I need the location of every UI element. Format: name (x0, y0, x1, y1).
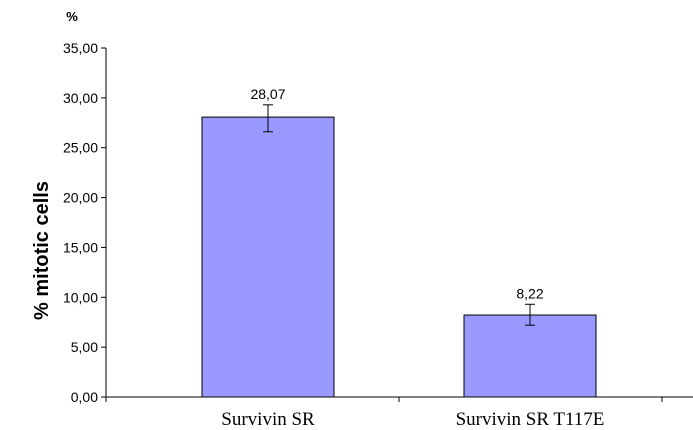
y-tick-label: 25,00 (63, 140, 98, 156)
bar (201, 116, 335, 398)
category-label: Survivin SR T117E (456, 409, 605, 430)
y-tick-label: 5,00 (71, 339, 98, 355)
y-tick-label: 15,00 (63, 239, 98, 255)
labels: 28,07 Survivin SR 8,22 Survivin SR T117E (221, 86, 604, 430)
y-unit-label: % (66, 9, 78, 24)
y-tick-label: 30,00 (63, 90, 98, 106)
bar (463, 314, 597, 398)
y-tick-label: 0,00 (71, 389, 98, 405)
bars (201, 104, 597, 398)
data-label: 8,22 (516, 285, 543, 301)
category-label: Survivin SR (221, 409, 315, 430)
y-tick-label: 20,00 (63, 190, 98, 206)
y-axis-title: % mitotic cells (31, 181, 53, 320)
data-label: 28,07 (250, 86, 285, 102)
x-axis (105, 396, 693, 402)
y-tick-label: 35,00 (63, 40, 98, 56)
y-axis: 0,00 5,00 10,00 15,00 20,00 25,00 30,00 35,00%%… (31, 9, 107, 405)
y-tick-label: 10,00 (63, 289, 98, 305)
